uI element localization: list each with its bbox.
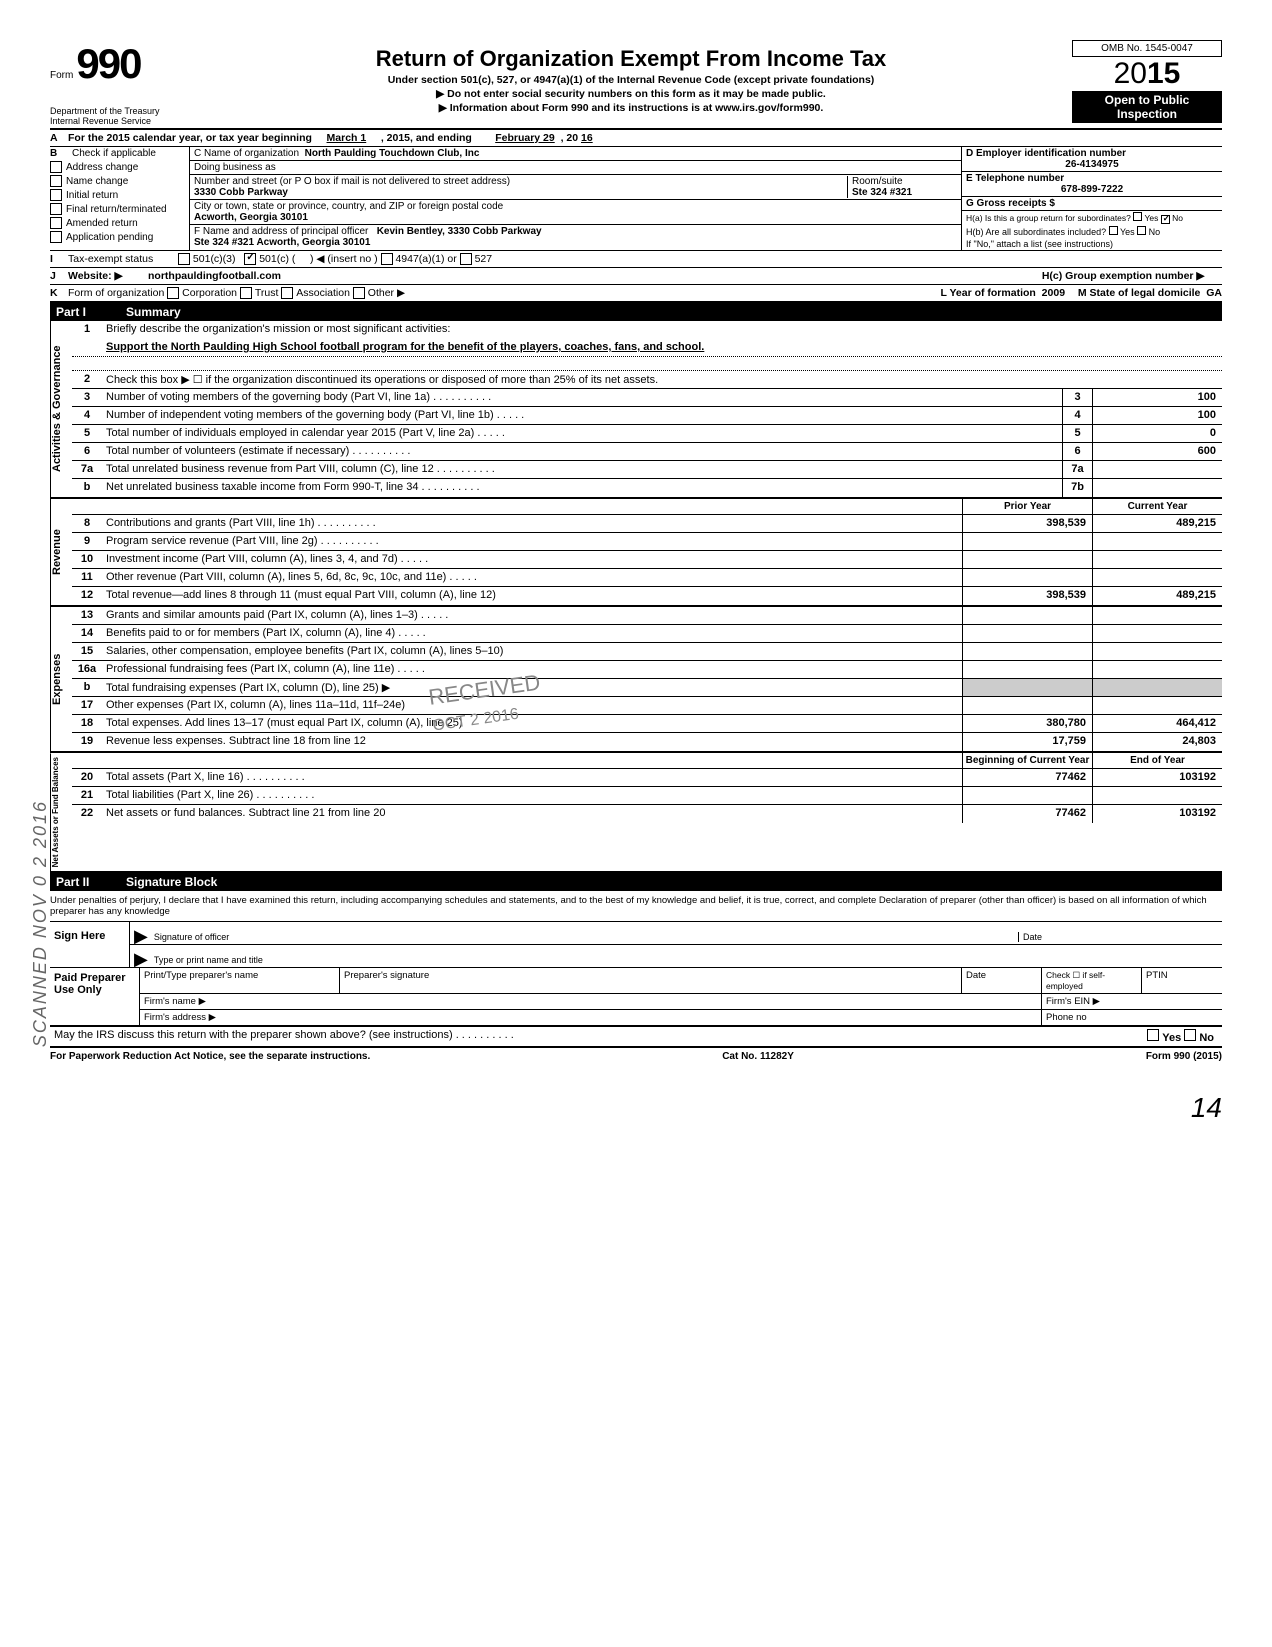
side-net-assets: Net Assets or Fund Balances: [50, 753, 72, 871]
chk-ha-yes[interactable]: [1133, 212, 1142, 221]
org-name: North Paulding Touchdown Club, Inc: [305, 148, 480, 159]
net-assets-end: 103192: [1092, 805, 1222, 823]
total-revenue-current: 489,215: [1092, 587, 1222, 605]
year-formation: 2009: [1042, 287, 1065, 299]
chk-association[interactable]: [281, 287, 293, 299]
total-revenue-prior: 398,539: [962, 587, 1092, 605]
chk-501c[interactable]: [244, 253, 256, 265]
chk-final-return[interactable]: [50, 203, 62, 215]
chk-initial-return[interactable]: [50, 189, 62, 201]
voting-members: 100: [1092, 389, 1222, 406]
chk-amended-return[interactable]: [50, 217, 62, 229]
chk-application-pending[interactable]: [50, 231, 62, 243]
total-expenses-current: 464,412: [1092, 715, 1222, 732]
form-header: Form 990 Department of the Treasury Inte…: [50, 40, 1222, 130]
row-k-form-org: K Form of organization Corporation Trust…: [50, 285, 1222, 303]
ssn-warning: ▶ Do not enter social security numbers o…: [198, 88, 1064, 100]
officer-name-addr: Kevin Bentley, 3330 Cobb Parkway: [377, 226, 542, 237]
volunteers: 600: [1092, 443, 1222, 460]
row-a-tax-year: A For the 2015 calendar year, or tax yea…: [50, 130, 1222, 147]
row-i-tax-exempt: I Tax-exempt status 501(c)(3) 501(c) ( )…: [50, 251, 1222, 268]
chk-address-change[interactable]: [50, 161, 62, 173]
street-address: 3330 Cobb Parkway: [194, 187, 288, 198]
chk-hb-yes[interactable]: [1109, 226, 1118, 235]
ein: 26-4134975: [966, 159, 1218, 170]
part-2-header: Part IISignature Block: [50, 873, 1222, 891]
mission-statement: Support the North Paulding High School f…: [102, 339, 1222, 356]
paid-preparer-block: Paid Preparer Use Only Print/Type prepar…: [50, 968, 1222, 1027]
perjury-statement: Under penalties of perjury, I declare th…: [50, 891, 1222, 922]
form-label: Form: [50, 70, 73, 81]
contributions-prior: 398,539: [962, 515, 1092, 532]
chk-corporation[interactable]: [167, 287, 179, 299]
rev-less-exp-prior: 17,759: [962, 733, 1092, 751]
side-expenses: Expenses: [50, 607, 72, 751]
city-state-zip: Acworth, Georgia 30101: [194, 212, 308, 223]
website-url: northpauldingfootball.com: [148, 270, 281, 282]
total-assets-begin: 77462: [962, 769, 1092, 786]
state-domicile: GA: [1206, 287, 1222, 299]
omb-number: OMB No. 1545-0047: [1072, 40, 1222, 57]
chk-trust[interactable]: [240, 287, 252, 299]
scanned-stamp: SCANNED NOV 0 2 2016: [30, 800, 51, 1047]
chk-527[interactable]: [460, 253, 472, 265]
total-assets-end: 103192: [1092, 769, 1222, 786]
header-grid: BCheck if applicable Address change Name…: [50, 147, 1222, 251]
chk-4947[interactable]: [381, 253, 393, 265]
side-revenue: Revenue: [50, 499, 72, 605]
independent-members: 100: [1092, 407, 1222, 424]
chk-other[interactable]: [353, 287, 365, 299]
rev-less-exp-current: 24,803: [1092, 733, 1222, 751]
dept-treasury: Department of the Treasury: [50, 106, 190, 116]
net-assets-begin: 77462: [962, 805, 1092, 823]
room-suite: Ste 324 #321: [852, 187, 912, 198]
chk-hb-no[interactable]: [1137, 226, 1146, 235]
telephone: 678-899-7222: [966, 184, 1218, 195]
chk-ha-no[interactable]: [1161, 215, 1170, 224]
sign-here-block: Sign Here ▶Signature of officerDate ▶Typ…: [50, 922, 1222, 968]
gross-receipts: G Gross receipts $: [962, 197, 1222, 211]
employees: 0: [1092, 425, 1222, 442]
dept-irs: Internal Revenue Service: [50, 116, 190, 126]
main-title: Return of Organization Exempt From Incom…: [198, 46, 1064, 72]
part-1-header: Part ISummary: [50, 303, 1222, 321]
chk-name-change[interactable]: [50, 175, 62, 187]
subtitle: Under section 501(c), 527, or 4947(a)(1)…: [198, 74, 1064, 86]
info-link: ▶ Information about Form 990 and its ins…: [198, 102, 1064, 114]
page-footer: For Paperwork Reduction Act Notice, see …: [50, 1048, 1222, 1062]
open-to-public: Open to PublicInspection: [1072, 91, 1222, 123]
contributions-current: 489,215: [1092, 515, 1222, 532]
row-j-website: J Website: ▶ northpauldingfootball.com H…: [50, 268, 1222, 285]
total-expenses-prior: 380,780: [962, 715, 1092, 732]
tax-year: 2015: [1072, 57, 1222, 91]
chk-irs-discuss-no[interactable]: [1184, 1029, 1196, 1041]
chk-irs-discuss-yes[interactable]: [1147, 1029, 1159, 1041]
side-governance: Activities & Governance: [50, 321, 72, 497]
handwritten-page-number: 14: [50, 1092, 1222, 1124]
chk-501c3[interactable]: [178, 253, 190, 265]
form-number: 990: [76, 40, 140, 87]
